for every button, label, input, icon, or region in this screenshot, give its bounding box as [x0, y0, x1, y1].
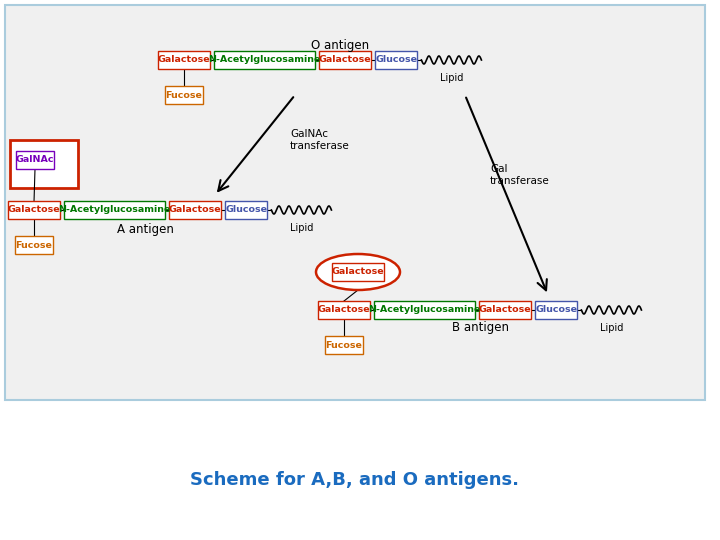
- FancyBboxPatch shape: [64, 201, 165, 219]
- Text: Galactose: Galactose: [319, 56, 372, 64]
- Text: Galactose: Galactose: [332, 267, 384, 276]
- Text: N-Acetylglucosamine: N-Acetylglucosamine: [58, 206, 171, 214]
- Text: Glucose: Glucose: [375, 56, 418, 64]
- Text: Fucose: Fucose: [325, 341, 362, 349]
- FancyBboxPatch shape: [169, 201, 221, 219]
- Text: O antigen: O antigen: [311, 38, 369, 51]
- Ellipse shape: [316, 254, 400, 290]
- Text: Fucose: Fucose: [16, 240, 53, 249]
- Text: A antigen: A antigen: [117, 224, 174, 237]
- Text: Galactose: Galactose: [479, 306, 531, 314]
- FancyBboxPatch shape: [214, 51, 315, 69]
- Text: Glucose: Glucose: [225, 206, 267, 214]
- Text: GalNAc: GalNAc: [16, 156, 54, 165]
- Text: B antigen: B antigen: [451, 321, 508, 334]
- Text: Scheme for A,B, and O antigens.: Scheme for A,B, and O antigens.: [191, 471, 520, 489]
- FancyBboxPatch shape: [374, 301, 475, 319]
- Text: Gal
transferase: Gal transferase: [490, 164, 550, 186]
- FancyBboxPatch shape: [332, 263, 384, 281]
- Text: Lipid: Lipid: [440, 73, 463, 83]
- FancyBboxPatch shape: [158, 51, 210, 69]
- FancyBboxPatch shape: [535, 301, 577, 319]
- Text: Galactose: Galactose: [318, 306, 370, 314]
- FancyBboxPatch shape: [166, 86, 203, 104]
- FancyBboxPatch shape: [10, 140, 78, 188]
- Text: Galactose: Galactose: [8, 206, 60, 214]
- Text: N-Acetylglucosamine: N-Acetylglucosamine: [369, 306, 481, 314]
- FancyBboxPatch shape: [479, 301, 531, 319]
- Text: Glucose: Glucose: [535, 306, 577, 314]
- FancyBboxPatch shape: [225, 201, 267, 219]
- FancyBboxPatch shape: [319, 51, 371, 69]
- FancyBboxPatch shape: [325, 336, 363, 354]
- FancyBboxPatch shape: [8, 201, 60, 219]
- FancyBboxPatch shape: [17, 151, 54, 169]
- Text: N-Acetylglucosamine: N-Acetylglucosamine: [208, 56, 321, 64]
- FancyBboxPatch shape: [0, 405, 720, 540]
- FancyBboxPatch shape: [15, 236, 53, 254]
- Text: GalNAc
transferase: GalNAc transferase: [290, 129, 350, 151]
- Text: Galactose: Galactose: [168, 206, 222, 214]
- Text: Galactose: Galactose: [158, 56, 210, 64]
- Text: Lipid: Lipid: [600, 323, 623, 333]
- FancyBboxPatch shape: [5, 5, 705, 400]
- FancyBboxPatch shape: [318, 301, 370, 319]
- Text: Fucose: Fucose: [166, 91, 202, 99]
- FancyBboxPatch shape: [375, 51, 418, 69]
- Text: Lipid: Lipid: [289, 223, 313, 233]
